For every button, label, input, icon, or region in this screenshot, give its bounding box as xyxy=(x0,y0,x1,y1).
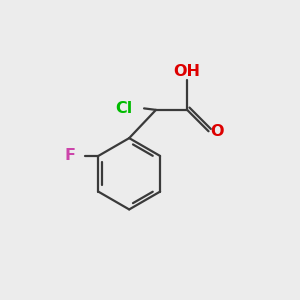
Text: Cl: Cl xyxy=(116,101,133,116)
Text: F: F xyxy=(64,148,75,164)
Text: O: O xyxy=(210,124,224,139)
Text: OH: OH xyxy=(174,64,201,79)
